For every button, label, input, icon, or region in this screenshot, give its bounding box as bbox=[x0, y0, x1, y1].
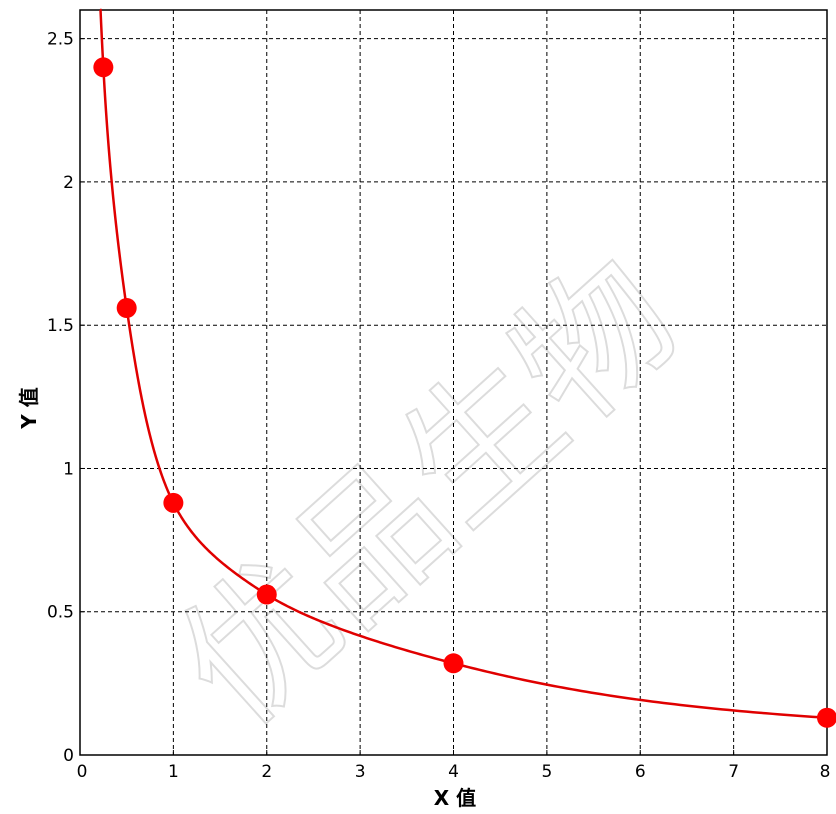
y-tick-label: 0.5 bbox=[47, 603, 74, 623]
data-point bbox=[93, 57, 114, 78]
y-tick-label: 0 bbox=[63, 746, 74, 766]
x-axis-title: X 值 bbox=[434, 786, 476, 810]
x-tick-label: 2 bbox=[261, 762, 272, 782]
x-tick-label: 4 bbox=[448, 762, 459, 782]
x-tick-label: 5 bbox=[541, 762, 552, 782]
watermark: 优品生物 bbox=[146, 226, 710, 759]
y-axis-title: Y 值 bbox=[17, 387, 41, 429]
data-point bbox=[163, 492, 184, 513]
x-tick-label: 1 bbox=[168, 762, 179, 782]
data-point bbox=[443, 653, 464, 674]
grid bbox=[80, 10, 827, 755]
x-tick-label: 3 bbox=[355, 762, 366, 782]
y-axis-ticks: 0 0.5 1 1.5 2 2.5 bbox=[47, 30, 85, 766]
x-tick-label: 0 bbox=[77, 762, 88, 782]
fit-curve bbox=[99, 8, 828, 719]
data-points bbox=[93, 57, 836, 728]
data-point bbox=[116, 298, 137, 318]
data-point bbox=[817, 707, 836, 728]
y-tick-label: 1.5 bbox=[47, 316, 74, 336]
x-tick-label: 8 bbox=[820, 762, 831, 782]
y-tick-label: 2 bbox=[63, 173, 74, 193]
data-point bbox=[256, 584, 277, 605]
y-tick-label: 2.5 bbox=[47, 30, 74, 50]
x-tick-label: 7 bbox=[728, 762, 739, 782]
watermark-text: 优品生物 bbox=[147, 227, 709, 758]
y-tick-label: 1 bbox=[63, 459, 74, 479]
x-tick-label: 6 bbox=[635, 762, 646, 782]
x-axis-ticks: 0 1 2 3 4 5 6 7 8 bbox=[77, 750, 831, 782]
